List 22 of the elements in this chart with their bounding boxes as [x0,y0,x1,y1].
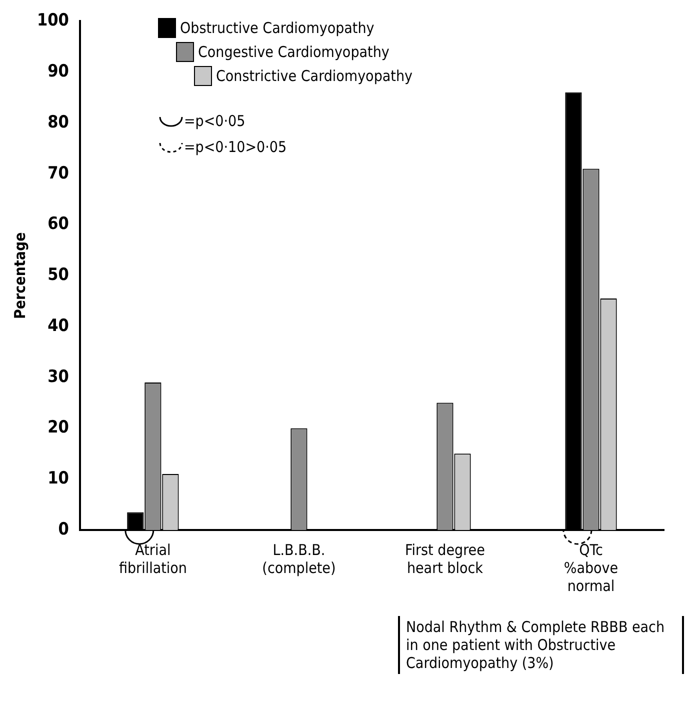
annotation: =p<0·10>0·05 [184,138,287,156]
y-tick-label: 0 [58,519,69,540]
x-tick-label: QTc %above normal [564,540,618,595]
annotation: =p<0·05 [184,112,246,130]
legend-label: Constrictive Cardiomyopathy [216,67,412,85]
y-tick-label: 50 [48,265,69,286]
x-tick-label: Atrial fibrillation [118,540,187,577]
x-tick-label: L.B.B.B. (complete) [262,540,336,577]
y-tick-label: 80 [48,112,69,132]
text: Nodal Rhythm & Complete RBBB each in one patient with Obstructive Cardiomyopathy (3%) [398,616,684,674]
legend-label: Congestive Cardiomyopathy [198,43,390,61]
y-tick-label: 60 [48,214,69,234]
legend-label: Obstructive Cardiomyopathy [180,19,374,37]
y-axis-title: Percentage [10,232,29,320]
y-tick-label: 100 [36,10,69,31]
y-tick-label: 90 [48,62,69,82]
y-tick-label: 20 [48,418,69,438]
y-tick-label: 30 [48,366,69,387]
y-tick-label: 10 [48,468,69,489]
y-tick-label: 70 [48,163,69,184]
y-tick-label: 40 [48,316,69,336]
x-tick-label: First degree heart block [405,540,485,577]
